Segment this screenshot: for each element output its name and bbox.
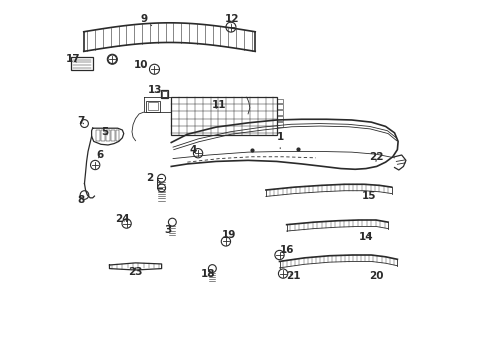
Text: 19: 19 [222, 230, 236, 240]
Text: 3: 3 [164, 225, 171, 235]
Text: 6: 6 [96, 150, 103, 160]
Text: 24: 24 [115, 213, 129, 224]
Text: 17: 17 [65, 54, 80, 64]
Text: 10: 10 [133, 60, 148, 70]
Text: 1: 1 [276, 132, 283, 149]
Text: 8: 8 [77, 195, 84, 204]
Text: 12: 12 [224, 14, 239, 24]
Text: 22: 22 [368, 152, 383, 162]
Text: 9: 9 [141, 14, 151, 26]
Text: 16: 16 [280, 245, 294, 255]
Text: 23: 23 [128, 267, 142, 277]
Text: 11: 11 [212, 100, 226, 110]
Text: 5: 5 [102, 127, 109, 137]
Text: 13: 13 [148, 85, 162, 95]
Text: 21: 21 [286, 271, 301, 281]
Text: 4: 4 [189, 145, 196, 155]
Text: 18: 18 [201, 269, 215, 279]
Text: 7: 7 [77, 116, 84, 126]
Text: 20: 20 [368, 271, 383, 282]
Text: 14: 14 [358, 232, 372, 242]
Text: 2: 2 [146, 173, 160, 184]
Text: 15: 15 [362, 191, 376, 201]
